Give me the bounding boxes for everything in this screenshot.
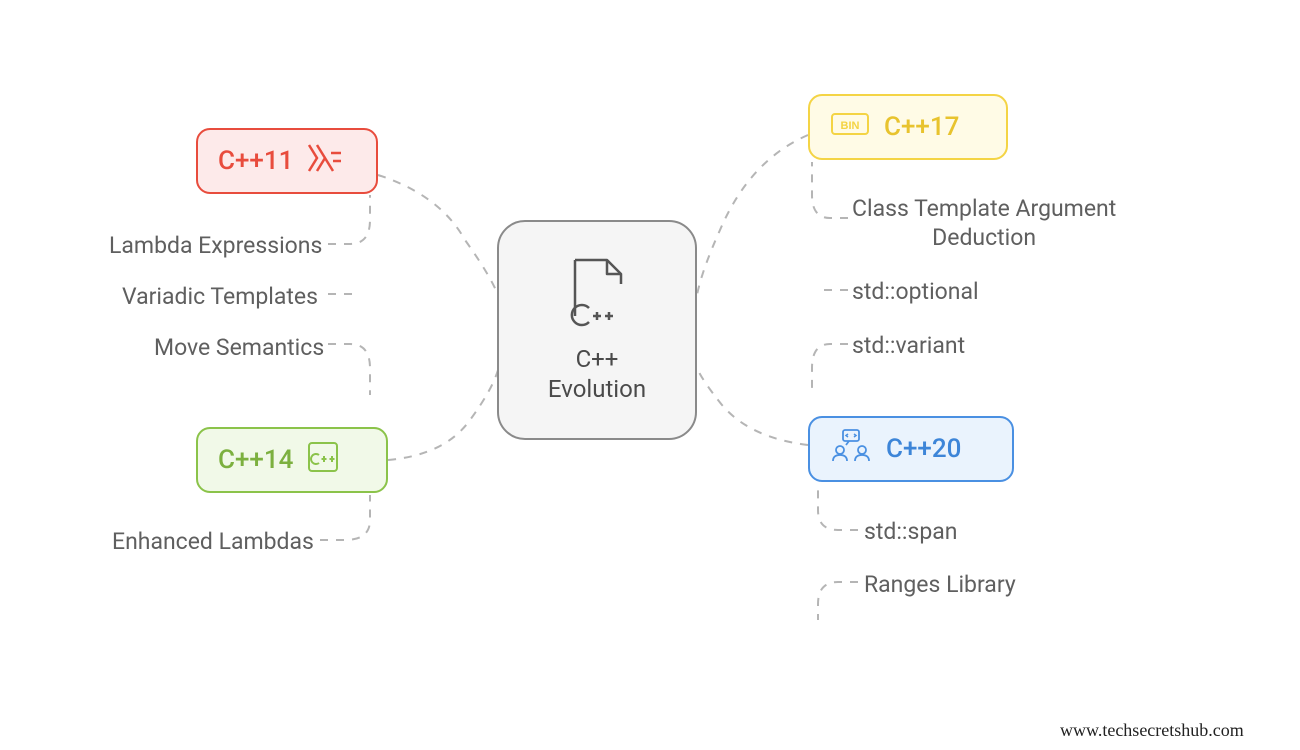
feature-cpp17-2: std::variant xyxy=(852,332,965,359)
node-cpp20: C++20 xyxy=(808,416,1014,482)
node-cpp14-label: C++14 xyxy=(218,445,293,475)
pair-code-icon xyxy=(830,429,872,470)
node-cpp17-label: C++17 xyxy=(884,112,959,142)
mindmap-canvas: C++Evolution C++11 C++14 BIN C++17 C++20 Lam… xyxy=(0,0,1300,750)
cpp-box-icon xyxy=(307,441,339,480)
bin-icon: BIN xyxy=(830,110,870,145)
node-cpp20-label: C++20 xyxy=(886,434,961,464)
haskell-icon xyxy=(307,143,343,180)
node-cpp17: BIN C++17 xyxy=(808,94,1008,160)
connector xyxy=(328,344,370,395)
svg-text:BIN: BIN xyxy=(841,120,860,132)
connector xyxy=(818,582,858,620)
center-node: C++Evolution xyxy=(497,220,697,440)
node-cpp11: C++11 xyxy=(196,128,378,194)
connector xyxy=(378,175,498,295)
connector xyxy=(697,368,808,445)
node-cpp11-label: C++11 xyxy=(218,146,293,176)
watermark: www.techsecretshub.com xyxy=(1060,720,1244,741)
connector xyxy=(812,162,848,218)
feature-cpp20-0: std::span xyxy=(864,518,958,545)
feature-cpp20-1: Ranges Library xyxy=(864,571,1016,598)
connector xyxy=(328,195,370,244)
connector xyxy=(388,370,498,460)
feature-cpp17-0: Class Template ArgumentDeduction xyxy=(852,195,1116,253)
cpp-file-icon xyxy=(565,256,629,334)
connector xyxy=(320,495,370,540)
feature-cpp11-0: Lambda Expressions xyxy=(109,232,322,259)
connector xyxy=(697,135,808,295)
connector xyxy=(812,344,848,395)
feature-cpp11-1: Variadic Templates xyxy=(122,283,318,310)
node-cpp14: C++14 xyxy=(196,427,388,493)
center-label: C++Evolution xyxy=(548,344,646,404)
feature-cpp11-2: Move Semantics xyxy=(154,334,324,361)
connector xyxy=(818,484,858,530)
feature-cpp14-0: Enhanced Lambdas xyxy=(112,528,314,555)
feature-cpp17-1: std::optional xyxy=(852,278,979,305)
